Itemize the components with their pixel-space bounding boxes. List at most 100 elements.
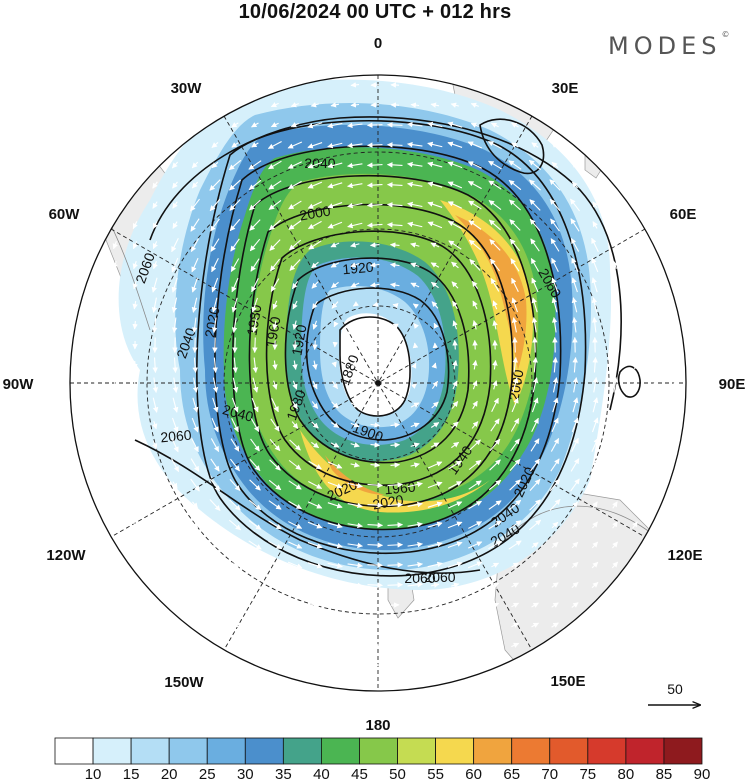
wind-arrow <box>268 520 282 530</box>
wind-arrow <box>327 202 343 209</box>
wind-arrow <box>172 201 178 209</box>
wind-arrow <box>512 336 518 353</box>
wind-arrow <box>132 380 138 390</box>
wind-arrow <box>191 438 199 453</box>
wind-arrow <box>151 297 158 313</box>
wind-arrow <box>92 280 98 290</box>
wind-arrow <box>571 277 578 293</box>
wind-arrow <box>612 260 618 269</box>
wind-arrow <box>551 622 559 628</box>
wind-arrow <box>132 400 138 410</box>
wind-arrow <box>268 160 282 170</box>
wind-arrow <box>231 542 239 548</box>
wind-arrow <box>550 437 560 452</box>
wind-arrow <box>433 322 439 329</box>
wind-arrow <box>570 458 580 472</box>
wind-arrow <box>191 561 199 569</box>
wind-arrow <box>172 357 178 374</box>
wind-arrow <box>210 218 220 232</box>
wind-arrow <box>250 258 260 272</box>
wind-arrow <box>330 442 340 448</box>
wind-arrow <box>471 622 480 628</box>
svg-text:2060: 2060 <box>424 569 455 585</box>
wind-arrow <box>230 258 240 273</box>
wind-arrow <box>287 541 303 549</box>
wind-arrow <box>231 418 239 433</box>
wind-arrow <box>389 262 400 268</box>
wind-arrow <box>132 300 138 310</box>
wind-arrow <box>492 320 498 330</box>
wind-arrow <box>249 199 261 211</box>
wind-arrow <box>211 417 219 433</box>
wind-arrow <box>132 421 138 430</box>
wind-arrow <box>430 281 439 289</box>
wind-arrow <box>347 202 363 209</box>
wind-arrow <box>248 540 262 550</box>
wind-arrow <box>387 542 404 548</box>
wind-arrow <box>307 142 323 149</box>
longitude-labels: 0 30E 60E 90E 120E 150E 180 150W 120W 90W 60W 30W <box>3 35 746 734</box>
wind-arrow <box>311 582 320 588</box>
height-contours <box>134 116 641 577</box>
wind-arrow <box>531 562 539 568</box>
wind-arrow <box>327 562 343 569</box>
wind-arrow <box>427 221 443 229</box>
wind-arrow <box>267 140 282 150</box>
wind-arrow <box>652 320 658 330</box>
colorbar-label: 50 <box>389 766 406 782</box>
wind-arrow <box>468 459 482 471</box>
wind-arrow <box>471 602 480 608</box>
wind-arrow <box>430 422 440 428</box>
svg-text:2060: 2060 <box>404 570 435 586</box>
contour-label: 2000 <box>298 202 332 223</box>
wind-arrow <box>367 502 384 508</box>
wind-arrow <box>350 282 360 288</box>
wind-arrow <box>112 461 118 470</box>
wind-arrow <box>387 582 404 588</box>
wind-arrow <box>592 377 599 393</box>
colorbar-label: 85 <box>656 766 673 782</box>
wind-arrow <box>268 200 282 210</box>
wind-arrow <box>251 562 259 568</box>
wind-arrow <box>591 237 599 252</box>
wind-arrow <box>571 181 579 189</box>
wind-arrow <box>350 462 360 468</box>
wind-arrow <box>248 179 262 191</box>
wind-arrow <box>488 219 501 231</box>
wind-arrow <box>612 397 619 413</box>
colorbar-swatch <box>397 737 436 765</box>
wind-arrow <box>347 502 363 509</box>
wind-arrow <box>229 499 241 511</box>
longitude-label: 120W <box>46 547 86 564</box>
wind-arrow <box>350 380 357 387</box>
wind-arrow <box>571 417 579 433</box>
wind-arrow <box>410 262 420 268</box>
wind-arrow <box>488 479 502 491</box>
wind-arrow <box>488 200 502 210</box>
wind-arrow <box>652 280 658 290</box>
wind-arrow <box>467 161 482 169</box>
wind-arrow <box>410 442 420 448</box>
wind-arrow <box>191 181 199 189</box>
wind-arrow <box>211 142 219 148</box>
wind-arrow <box>307 501 323 509</box>
wind-arrow <box>632 440 638 449</box>
wind-arrow <box>171 541 179 549</box>
wind-arrow <box>288 459 302 471</box>
wind-arrow <box>427 201 443 208</box>
wind-arrow <box>272 320 278 330</box>
wind-arrow <box>228 159 242 171</box>
wind-arrow <box>172 501 178 509</box>
wind-arrow <box>330 622 340 628</box>
wind-arrow <box>152 377 159 393</box>
contour-label: 2060 <box>160 427 193 446</box>
wind-arrow <box>511 562 519 568</box>
wind-arrow <box>632 420 638 429</box>
wind-arrow <box>551 541 559 549</box>
wind-arrow <box>152 441 158 450</box>
wind-arrow <box>229 218 241 232</box>
wind-arrow <box>350 622 360 628</box>
wind-arrow <box>288 239 302 251</box>
wind-arrow <box>410 282 420 288</box>
